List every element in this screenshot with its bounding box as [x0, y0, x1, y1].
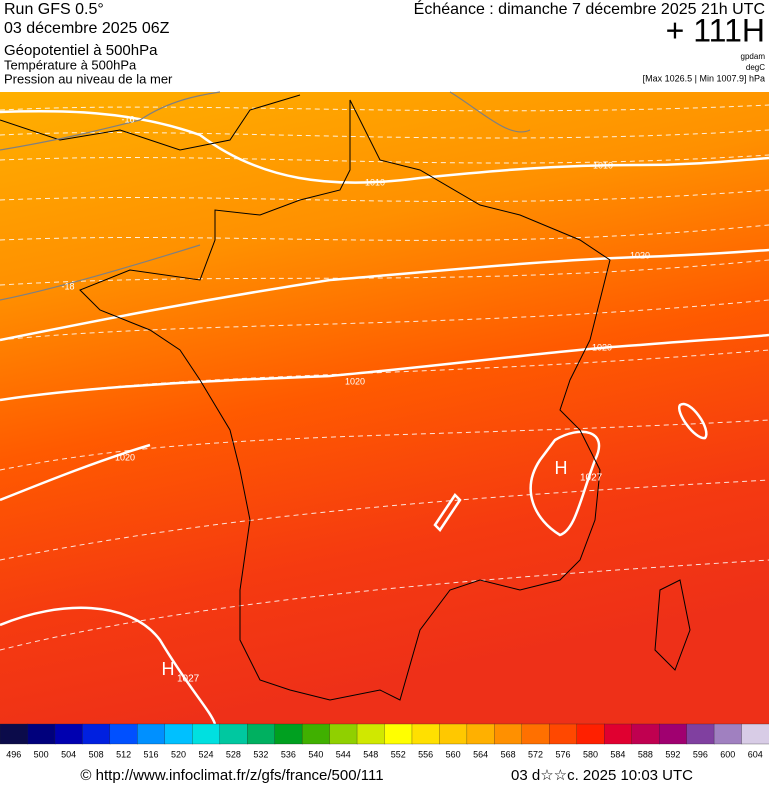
timestamp: 03 d☆☆c. 2025 10:03 UTC — [511, 767, 693, 784]
colorbar-label: 556 — [418, 749, 433, 759]
colorbar-label: 544 — [336, 749, 351, 759]
temp-contours — [0, 104, 769, 651]
isobar-label: 1010 — [365, 177, 385, 187]
colorbar-label: 496 — [6, 749, 21, 759]
colorbar-label: 564 — [473, 749, 488, 759]
colorbar-cell — [356, 723, 386, 745]
high-value: 1027 — [177, 674, 200, 685]
colorbar-label: 572 — [528, 749, 543, 759]
high-value: 1027 — [580, 473, 603, 484]
unit: degC — [746, 63, 765, 72]
colorbar-cell — [329, 723, 358, 745]
freezing-contours — [0, 91, 531, 301]
isobar-label: 1010 — [593, 160, 613, 170]
colorbar-cell — [27, 723, 56, 745]
colorbar-cell — [82, 723, 111, 745]
lead-time: + 111H — [666, 12, 765, 48]
field: Température à 500hPa — [4, 57, 137, 72]
colorbar-label: 604 — [748, 749, 763, 759]
colorbar-label: 568 — [501, 749, 516, 759]
colorbar-label: 524 — [198, 749, 213, 759]
colorbar-label: 588 — [638, 749, 653, 759]
unit: gpdam — [741, 52, 766, 61]
colorbar-cell — [0, 723, 29, 745]
colorbar-cell — [604, 723, 633, 745]
colorbar-label: 532 — [253, 749, 268, 759]
colorbar-cell — [713, 723, 743, 745]
colorbar-label: 516 — [144, 749, 159, 759]
isobars — [0, 109, 769, 725]
high-symbol: H — [162, 659, 175, 679]
colorbar-cell — [549, 723, 578, 745]
colorbar-label: 576 — [556, 749, 571, 759]
run: Run GFS 0.5° — [4, 1, 104, 18]
colorbar-cell — [164, 723, 193, 745]
isobar-label: 1020 — [345, 376, 365, 386]
map: 1010 1010 1020 1020 1020 1020 -16 -18 H … — [0, 91, 769, 725]
colorbar-cell — [54, 723, 84, 745]
colorbar-label: 504 — [61, 749, 76, 759]
colorbar-cell — [576, 723, 605, 745]
colorbar-cell — [631, 723, 660, 745]
colorbar-label: 508 — [89, 749, 104, 759]
colorbar-label: 540 — [308, 749, 323, 759]
colorbar-cell — [109, 723, 138, 745]
colorbar-label: 536 — [281, 749, 296, 759]
temp-label: -18 — [61, 281, 74, 291]
colorbar-cell — [192, 723, 221, 745]
colorbar-label: 500 — [34, 749, 49, 759]
field: Pression au niveau de la mer — [4, 71, 173, 86]
colorbar-cell — [384, 723, 413, 745]
colorbar-cell — [466, 723, 496, 745]
range: [Max 1026.5 | Min 1007.9] hPa — [643, 73, 765, 83]
colorbar-cell — [494, 723, 523, 745]
colorbar-cell — [521, 723, 550, 745]
isobar-label: 1020 — [630, 250, 650, 260]
forecast: Échéance : dimanche 7 décembre 2025 21h … — [414, 0, 765, 18]
colorbar-cell — [219, 723, 248, 745]
run-date: 03 décembre 2025 06Z — [4, 20, 170, 37]
colorbar-label: 520 — [171, 749, 186, 759]
colorbar-cell — [411, 723, 441, 745]
colorbar-label: 584 — [610, 749, 625, 759]
colorbar-label: 512 — [116, 749, 131, 759]
colorbar-cell — [741, 723, 769, 745]
colorbar-label: 592 — [665, 749, 680, 759]
colorbar-label: 560 — [446, 749, 461, 759]
colorbar-cell — [247, 723, 276, 745]
isobar-label: 1020 — [115, 452, 135, 462]
colorbar-label: 580 — [583, 749, 598, 759]
colorbar-cell — [686, 723, 715, 745]
coastline — [0, 94, 691, 701]
colorbar-cell — [274, 723, 303, 745]
temp-label: -16 — [121, 114, 134, 124]
field: Géopotentiel à 500hPa — [4, 42, 158, 59]
colorbar: 496 500 504 508 512 516 520 524 528 532 536 540 544 5… — [0, 723, 769, 759]
colorbar-cell — [439, 723, 468, 745]
colorbar-cell — [137, 723, 166, 745]
colorbar-cell — [658, 723, 688, 745]
colorbar-label: 528 — [226, 749, 241, 759]
source: © http://www.infoclimat.fr/z/gfs/france/… — [80, 767, 383, 784]
isobar-label: 1020 — [592, 342, 612, 352]
colorbar-label: 596 — [693, 749, 708, 759]
colorbar-cell — [301, 723, 331, 745]
high-symbol: H — [555, 458, 568, 478]
colorbar-label: 600 — [720, 749, 735, 759]
colorbar-label: 548 — [363, 749, 378, 759]
colorbar-label: 552 — [391, 749, 406, 759]
